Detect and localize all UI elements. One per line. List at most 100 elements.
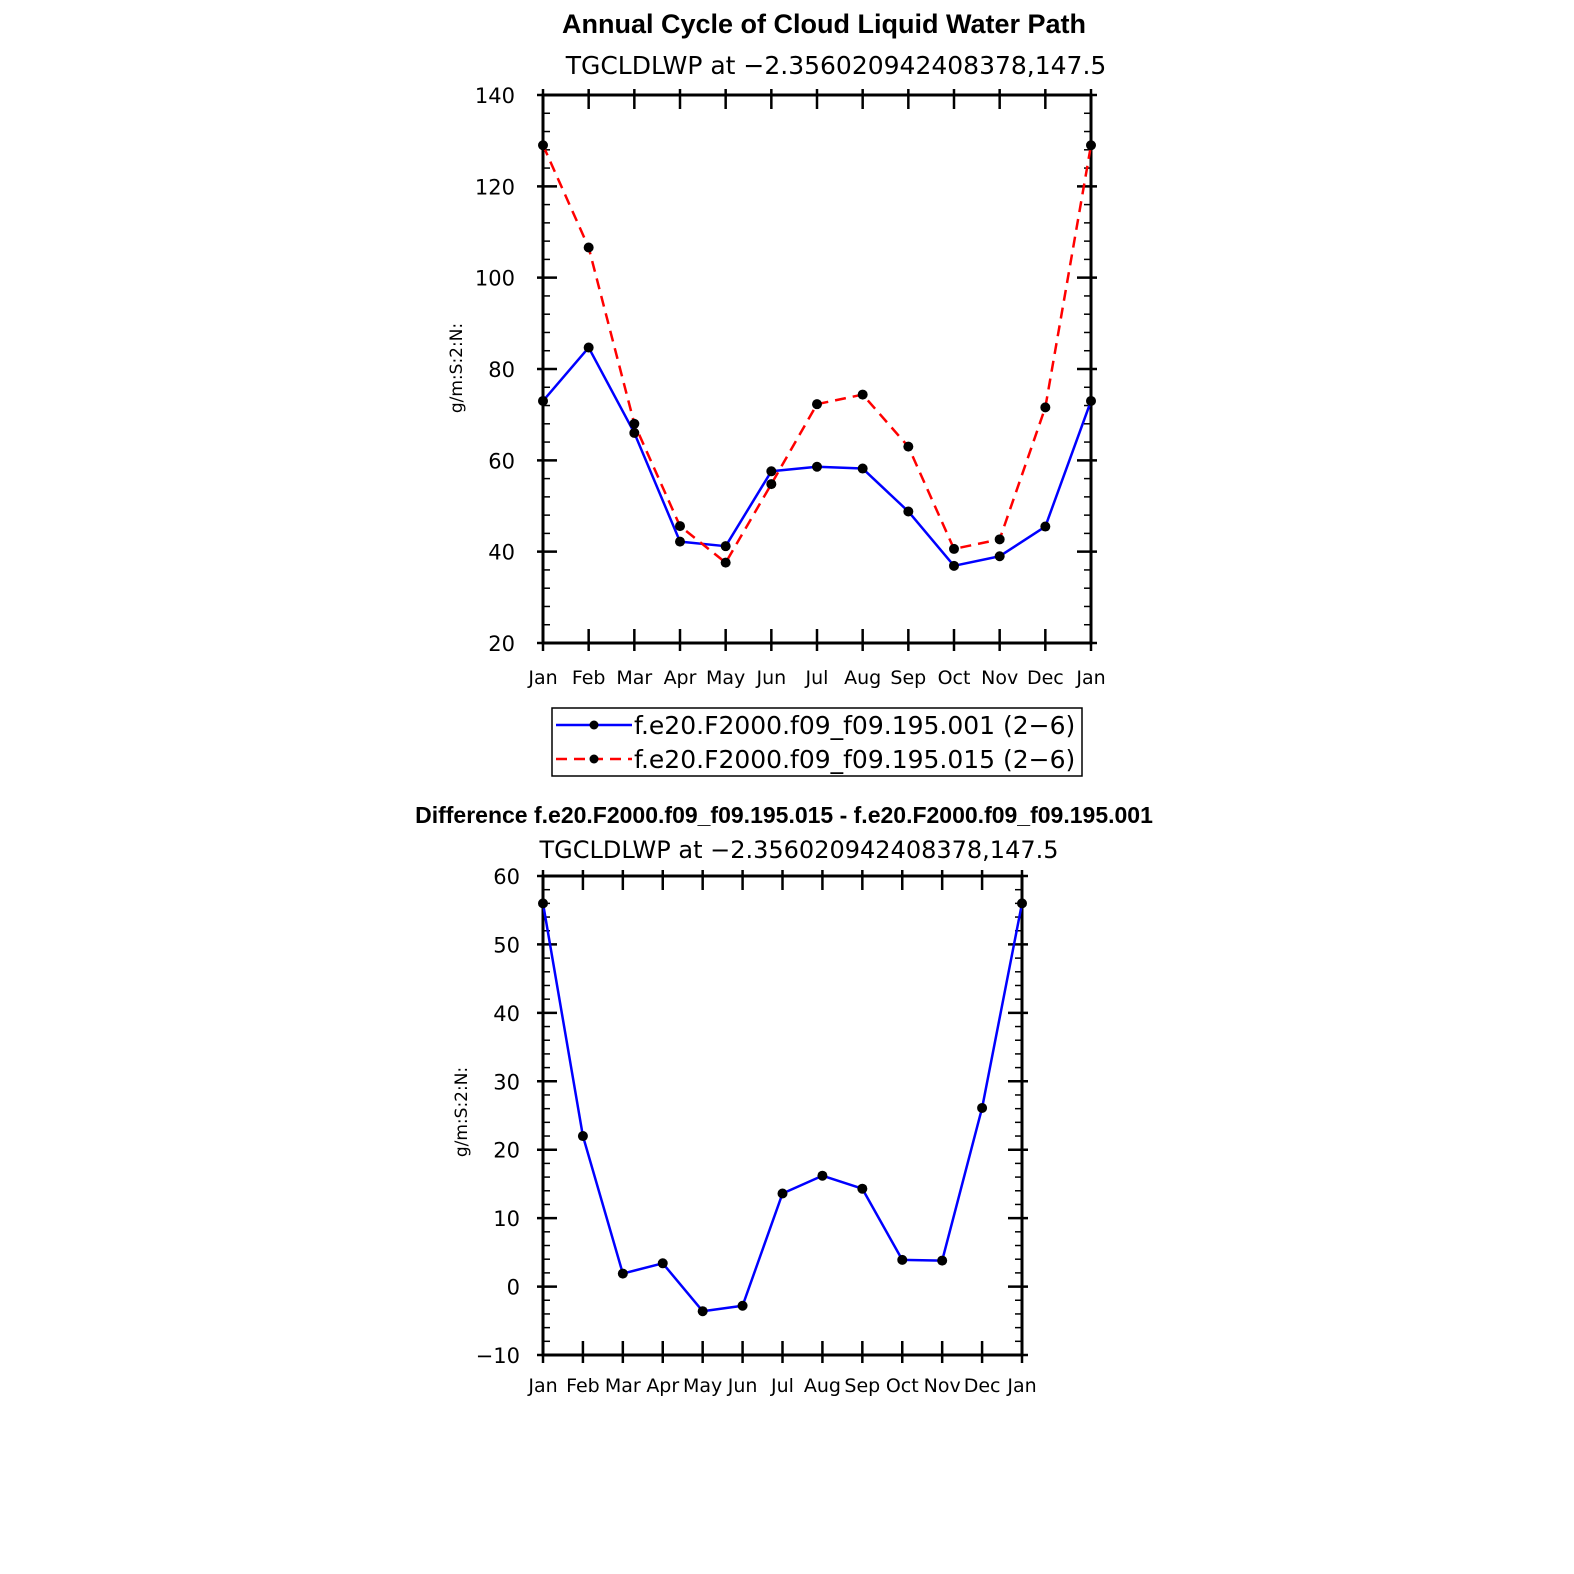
x-tick-label: Apr <box>646 1375 679 1397</box>
x-tick-label: Aug <box>804 1375 841 1397</box>
data-point <box>949 543 959 554</box>
series-line-2 <box>541 144 1093 564</box>
y-tick-label: 30 <box>493 1070 520 1094</box>
x-tick-label: Jun <box>755 667 786 689</box>
axes-frame <box>541 874 1024 1357</box>
y-tick-label: 40 <box>488 541 515 565</box>
x-tick-label: Nov <box>981 667 1018 689</box>
tick-marks <box>537 870 1028 1363</box>
data-point <box>629 418 640 429</box>
x-tick-label: Feb <box>572 667 606 689</box>
chart-subtitle: TGCLDLWP at −2.356020942408378,147.5 <box>539 836 1059 864</box>
data-point <box>675 536 685 547</box>
x-tick-label: Aug <box>844 667 881 689</box>
legend-box <box>551 707 1083 777</box>
x-tick-label: Jul <box>805 667 829 689</box>
plot-frame <box>541 874 1024 1357</box>
axes-frame <box>541 93 1093 645</box>
x-tick-label: Nov <box>924 1375 961 1397</box>
data-point <box>577 1131 588 1142</box>
y-axis-label: g/m:S:2:N: <box>452 1067 472 1157</box>
data-point <box>538 395 548 406</box>
y-tick-label: 120 <box>475 175 515 199</box>
data-point <box>777 1188 788 1199</box>
x-tick-label: Jul <box>770 1375 794 1397</box>
y-tick-label: 10 <box>493 1207 520 1231</box>
chart-title: Difference f.e20.F2000.f09_f09.195.015 -… <box>415 802 1153 828</box>
legend-label-series-1: f.e20.F2000.f09_f09.195.001 (2−6) <box>634 711 1075 740</box>
data-point <box>817 1170 828 1181</box>
series-lines <box>538 898 1027 1317</box>
x-tick-label: Dec <box>964 1375 1001 1397</box>
data-point <box>538 140 548 151</box>
x-tick-label: Mar <box>616 667 652 689</box>
y-tick-label: 50 <box>493 933 520 957</box>
data-point <box>766 479 777 490</box>
data-point <box>617 1268 628 1279</box>
y-tick-label: 140 <box>475 84 515 108</box>
data-point <box>994 551 1005 562</box>
legend: f.e20.F2000.f09_f09.195.001 (2−6) f.e20.… <box>551 707 1083 777</box>
data-point <box>897 1254 908 1265</box>
y-tick-label: −10 <box>476 1344 520 1368</box>
y-tick-label: 100 <box>475 267 515 291</box>
data-point <box>857 389 868 400</box>
data-point <box>583 342 594 353</box>
y-tick-label: 40 <box>493 1002 520 1026</box>
y-tick-label: 80 <box>488 358 515 382</box>
data-point <box>857 463 868 474</box>
data-point <box>1086 395 1096 406</box>
x-tick-label: May <box>706 667 745 689</box>
data-point <box>657 1258 668 1269</box>
x-tick-label: Apr <box>664 667 697 689</box>
data-point <box>977 1102 988 1113</box>
data-point <box>812 399 822 410</box>
y-tick-labels: −10 0 10 20 30 40 50 60 <box>476 865 520 1368</box>
data-point <box>538 898 548 909</box>
x-tick-label: Jan <box>527 1375 557 1397</box>
data-point <box>903 441 914 452</box>
difference-chart: Difference f.e20.F2000.f09_f09.195.015 -… <box>415 802 1153 1397</box>
data-point <box>675 521 685 532</box>
x-tick-label: Jan <box>527 667 557 689</box>
x-tick-label: Jun <box>727 1375 758 1397</box>
tick-marks <box>537 89 1097 651</box>
y-tick-label: 20 <box>493 1139 520 1163</box>
data-point <box>857 1183 868 1194</box>
legend-label-series-2: f.e20.F2000.f09_f09.195.015 (2−6) <box>634 745 1075 774</box>
x-tick-labels: Jan Feb Mar Apr May Jun Jul Aug Sep Oct Nov Dec Jan <box>527 1375 1036 1397</box>
data-point <box>766 466 777 477</box>
data-point <box>1086 140 1096 151</box>
x-tick-label: May <box>683 1375 722 1397</box>
data-point <box>583 242 594 253</box>
data-point <box>812 461 822 472</box>
x-tick-label: Oct <box>938 667 971 689</box>
x-tick-label: Sep <box>890 667 926 689</box>
data-point <box>937 1255 948 1266</box>
series-lines <box>538 140 1096 571</box>
y-tick-label: 60 <box>493 865 520 889</box>
y-tick-label: 20 <box>488 632 515 656</box>
data-point <box>737 1300 748 1311</box>
x-tick-label: Mar <box>605 1375 641 1397</box>
y-axis-label: g/m:S:2:N: <box>447 323 467 413</box>
x-tick-label: Jan <box>1075 667 1105 689</box>
legend-marker-series-2 <box>589 754 599 764</box>
x-tick-label: Jan <box>1006 1375 1036 1397</box>
data-point <box>1017 898 1027 909</box>
annual-cycle-chart: Annual Cycle of Cloud Liquid Water Path … <box>447 9 1106 777</box>
data-point <box>720 541 731 552</box>
chart-title: Annual Cycle of Cloud Liquid Water Path <box>562 9 1086 39</box>
series-line-1 <box>542 346 1093 568</box>
x-tick-label: Sep <box>844 1375 880 1397</box>
x-tick-label: Dec <box>1027 667 1064 689</box>
y-tick-label: 60 <box>488 449 515 473</box>
data-point <box>697 1306 708 1317</box>
data-point <box>903 506 914 517</box>
x-tick-label: Feb <box>566 1375 600 1397</box>
data-point <box>994 534 1005 545</box>
y-tick-labels: 20 40 60 80 100 120 140 <box>475 84 515 656</box>
series-line-1 <box>541 903 1024 1313</box>
y-tick-label: 0 <box>507 1276 520 1300</box>
